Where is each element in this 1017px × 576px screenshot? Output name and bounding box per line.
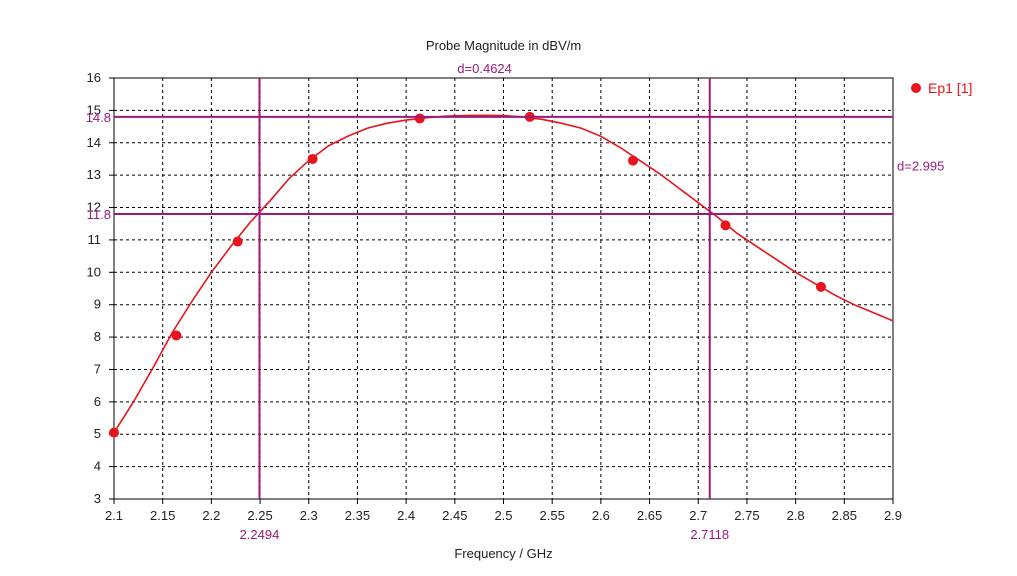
x-tick-label: 2.85 bbox=[832, 508, 857, 523]
data-point bbox=[628, 155, 639, 166]
y-tick-label: 10 bbox=[87, 264, 101, 279]
series-line bbox=[113, 114, 894, 434]
series-layer bbox=[109, 111, 894, 438]
x-tick-label: 2.25 bbox=[247, 508, 272, 523]
marker-dy-label: d=2.995 bbox=[897, 158, 944, 173]
vertical-marker-label: 2.2494 bbox=[240, 527, 280, 542]
y-tick-label: 11 bbox=[88, 232, 102, 247]
y-tick-label: 12 bbox=[87, 200, 101, 215]
x-tick-label: 2.35 bbox=[345, 508, 370, 523]
data-point bbox=[720, 220, 731, 231]
y-tick-label: 16 bbox=[87, 70, 101, 85]
x-tick-label: 2.7 bbox=[689, 508, 707, 523]
data-point bbox=[171, 330, 182, 341]
data-point bbox=[414, 113, 425, 124]
chart-title: Probe Magnitude in dBV/m bbox=[426, 38, 581, 53]
y-tick-label: 7 bbox=[94, 361, 101, 376]
y-tick-label: 8 bbox=[94, 329, 101, 344]
y-tick-label: 14 bbox=[87, 135, 101, 150]
x-tick-label: 2.5 bbox=[494, 508, 512, 523]
x-tick-label: 2.75 bbox=[734, 508, 759, 523]
x-tick-label: 2.9 bbox=[884, 508, 902, 523]
legend-entry-ep1: Ep1 [1] bbox=[928, 80, 972, 96]
y-tick-label: 6 bbox=[94, 394, 101, 409]
marker-dx-label: d=0.4624 bbox=[457, 61, 512, 76]
x-axis-ticks: 2.1 2.15 2.2 2.25 2.3 2.35 2.4 2.45 2.5 2.55 2.6 2.… bbox=[105, 499, 902, 523]
x-tick-label: 2.65 bbox=[637, 508, 662, 523]
horizontal-marker-label: 11.8 bbox=[87, 207, 111, 222]
horizontal-marker-label: 14.8 bbox=[86, 110, 111, 125]
y-tick-label: 15 bbox=[87, 102, 101, 117]
y-tick-label: 4 bbox=[94, 459, 101, 474]
data-point bbox=[232, 236, 243, 247]
x-tick-label: 2.8 bbox=[787, 508, 805, 523]
x-tick-label: 2.55 bbox=[540, 508, 565, 523]
legend[interactable]: Ep1 [1] bbox=[911, 80, 972, 96]
y-tick-label: 5 bbox=[94, 426, 101, 441]
data-point bbox=[109, 427, 119, 438]
y-tick-label: 13 bbox=[87, 167, 101, 182]
vertical-marker-label: 2.7118 bbox=[690, 527, 729, 542]
y-tick-label: 9 bbox=[94, 297, 101, 312]
data-point bbox=[815, 281, 826, 292]
x-axis-label: Frequency / GHz bbox=[454, 546, 552, 561]
x-tick-label: 2.4 bbox=[397, 508, 415, 523]
legend-marker-icon bbox=[911, 83, 921, 93]
y-tick-label: 3 bbox=[94, 491, 101, 506]
x-tick-label: 2.1 bbox=[105, 508, 123, 523]
data-point bbox=[307, 153, 318, 164]
marker-lines: 14.811.82.2494 2.7118 bbox=[86, 78, 893, 542]
x-tick-label: 2.3 bbox=[300, 508, 318, 523]
x-tick-label: 2.45 bbox=[442, 508, 467, 523]
y-axis-ticks: 3 4 5 6 7 8 9 10 11 12 13 14 15 16 bbox=[87, 70, 114, 506]
grid-lines bbox=[114, 78, 893, 499]
x-tick-label: 2.2 bbox=[202, 508, 220, 523]
x-tick-label: 2.15 bbox=[150, 508, 175, 523]
x-tick-label: 2.6 bbox=[592, 508, 610, 523]
